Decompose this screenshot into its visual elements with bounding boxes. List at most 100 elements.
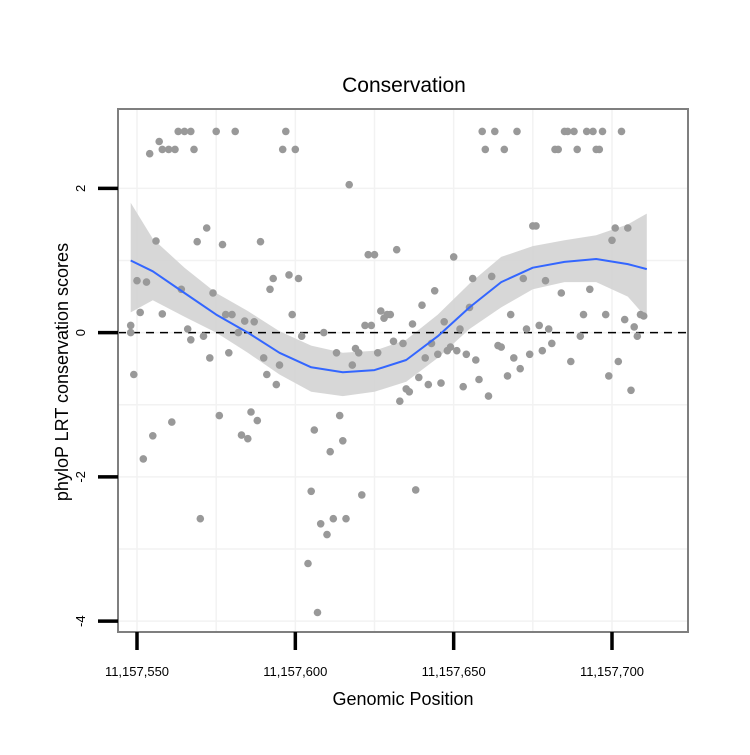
data-point [453,346,461,355]
data-point [307,487,316,496]
data-point [234,328,243,337]
data-point [487,272,496,281]
data-point [332,349,341,357]
data-point [136,308,144,317]
data-point [183,325,192,333]
data-point [364,250,373,259]
plot-panel-border [117,108,689,633]
data-point [601,310,610,319]
data-point [434,350,442,359]
data-point [259,354,268,362]
data-point [339,437,347,445]
data-point [516,364,524,373]
data-point [354,349,363,357]
data-point [408,320,417,328]
data-point [297,332,306,341]
data-point [475,375,483,384]
data-point [503,372,512,380]
data-point [459,382,468,391]
smooth-trend-line [130,258,648,374]
data-point [345,180,354,189]
data-point [573,145,581,154]
data-point [405,388,414,396]
data-point [522,325,531,333]
data-point [247,408,255,416]
data-point [462,350,471,359]
data-point [158,145,167,154]
data-point [149,432,157,440]
data-point [316,520,325,528]
data-point [605,372,613,380]
data-point [399,339,407,348]
data-point [244,434,252,443]
data-point [582,127,591,136]
data-point [510,354,518,362]
x-axis-tick-label: 11,157,550 [105,664,169,679]
data-point [472,356,480,364]
data-point [313,608,322,617]
data-point [228,310,236,319]
data-point [633,332,642,341]
data-point [158,310,167,318]
y-axis-tick-label: -4 [73,615,88,627]
data-point [272,380,281,389]
data-point [608,236,616,245]
data-point [180,127,189,136]
data-point [326,447,335,456]
data-point [538,346,547,355]
data-point [250,318,258,326]
data-point [171,145,179,154]
data-point [500,145,509,154]
data-point [370,250,379,259]
data-point [196,514,205,523]
data-point [377,307,385,315]
data-point [291,145,300,154]
data-point [497,343,506,351]
chart-title: Conservation [342,74,466,97]
data-point [373,349,382,357]
data-point [199,332,208,341]
data-point [563,127,572,136]
data-point [567,357,575,366]
data-point [595,145,604,154]
data-point [544,325,553,333]
data-point [506,310,515,319]
data-point [288,310,297,319]
data-point [155,137,163,146]
data-point [237,431,246,439]
data-point [275,361,284,369]
data-point [348,361,357,369]
data-points [126,127,648,617]
data-point [361,321,369,330]
data-point [484,392,493,400]
data-point [586,285,594,294]
data-point [424,380,433,389]
data-point [304,559,312,568]
y-axis-tick-label: 0 [73,329,88,336]
data-point [320,328,328,337]
data-point [269,274,278,283]
data-point [231,127,239,136]
x-axis-tick-label: 11,157,700 [580,664,644,679]
data-point [421,354,430,362]
data-point [202,224,211,232]
y-axis-tick-label: 2 [73,185,88,192]
data-point [614,357,623,366]
data-point [411,486,420,494]
data-point [541,276,550,285]
data-point [187,336,195,344]
data-point [193,237,201,246]
data-point [519,274,528,283]
data-point [513,127,521,136]
data-point [126,321,135,330]
data-point [430,287,439,295]
data-point [367,321,376,330]
data-point [611,224,619,232]
data-point [617,127,626,136]
data-point [209,289,217,297]
data-point [206,354,214,362]
data-point [386,310,395,319]
x-axis-title: Genomic Position [332,689,473,709]
data-point [554,145,562,154]
